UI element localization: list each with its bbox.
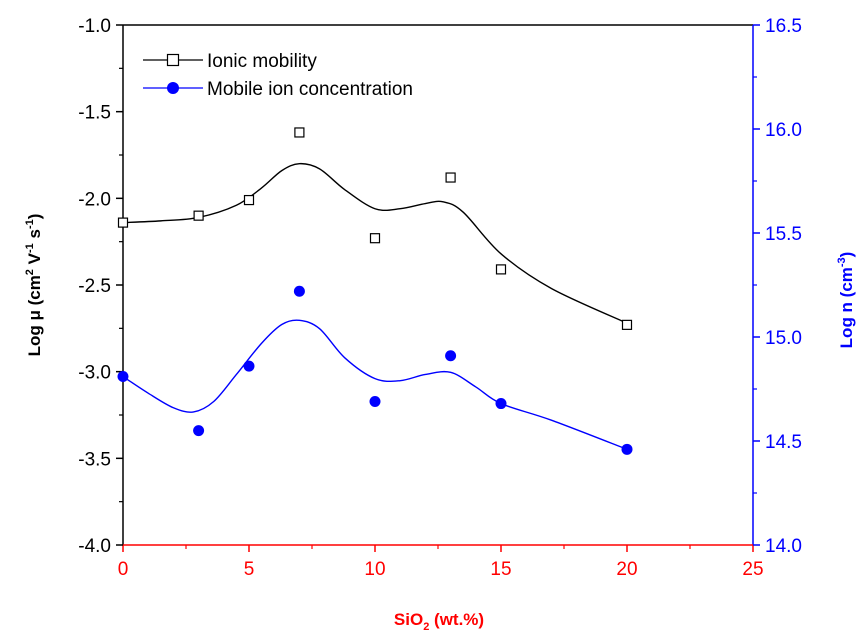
x-axis-title: SiO2 (wt.%): [394, 610, 484, 633]
right-y-axis-ticks: 14.0 14.5 15.0 15.5 16.0 16.5: [753, 16, 802, 557]
legend-entry-mobile-ion-concentration: Mobile ion concentration: [143, 79, 413, 100]
right-y-tick-label: 14.0: [765, 536, 802, 557]
x-tick-label: 5: [244, 559, 255, 580]
legend-entry-ionic-mobility: Ionic mobility: [143, 51, 317, 72]
data-point-ionic-mobility: [117, 217, 129, 228]
right-y-tick-label: 16.5: [765, 16, 802, 37]
data-point-ionic-mobility: [621, 319, 633, 330]
right-y-tick-label: 16.0: [765, 120, 802, 141]
x-axis-ticks: 0 5 10 15 20 25: [118, 545, 764, 580]
data-point-mobile-ion-concentration: [193, 425, 205, 437]
fit-curve-ionic-mobility: [122, 162, 628, 324]
right-y-axis-title: Log n (cm-3): [836, 252, 856, 349]
plot-frame: [122, 24, 754, 546]
fit-curve-mobile-ion-concentration: [122, 319, 628, 450]
data-point-mobile-ion-concentration: [117, 371, 129, 383]
data-point-ionic-mobility: [495, 264, 507, 275]
left-y-tick-label: -3.5: [78, 449, 111, 470]
data-point-mobile-ion-concentration: [293, 285, 305, 297]
x-tick-label: 10: [364, 559, 385, 580]
legend-label-ionic-mobility: Ionic mobility: [207, 51, 317, 72]
left-y-tick-label: -3.0: [78, 363, 111, 384]
left-y-tick-label: -4.0: [78, 536, 111, 557]
right-y-tick-label: 15.5: [765, 224, 802, 245]
data-point-ionic-mobility: [294, 127, 305, 138]
right-y-tick-label: 15.0: [765, 328, 802, 349]
data-point-mobile-ion-concentration: [369, 395, 381, 407]
fit-curves: [122, 162, 628, 450]
legend: Ionic mobility Mobile ion concentration: [143, 51, 413, 100]
data-point-ionic-mobility: [193, 210, 204, 221]
data-point-ionic-mobility: [369, 233, 381, 244]
x-tick-label: 15: [490, 559, 511, 580]
data-point-ionic-mobility: [243, 194, 255, 206]
data-point-ionic-mobility: [445, 172, 456, 183]
data-point-mobile-ion-concentration: [621, 443, 633, 455]
x-tick-label: 25: [742, 559, 763, 580]
left-y-tick-label: -2.5: [78, 276, 111, 297]
left-y-axis-title: Log μ (cm2 V-1 s-1): [24, 214, 44, 357]
left-y-axis-ticks: -4.0 -3.5 -3.0 -2.5 -2.0 -1.5 -1.0: [78, 16, 123, 557]
x-tick-label: 0: [118, 559, 129, 580]
left-y-tick-label: -2.0: [78, 189, 111, 210]
left-y-tick-label: -1.5: [78, 103, 111, 124]
data-point-mobile-ion-concentration: [495, 398, 507, 410]
data-points: [117, 127, 633, 455]
left-y-tick-label: -1.0: [78, 16, 111, 37]
legend-marker-filled-circle: [167, 82, 179, 94]
right-y-tick-label: 14.5: [765, 432, 802, 453]
x-tick-label: 20: [616, 559, 637, 580]
data-point-mobile-ion-concentration: [445, 350, 457, 362]
legend-label-mobile-ion-concentration: Mobile ion concentration: [207, 79, 413, 100]
data-point-mobile-ion-concentration: [243, 360, 255, 372]
legend-marker-open-square: [166, 53, 180, 67]
